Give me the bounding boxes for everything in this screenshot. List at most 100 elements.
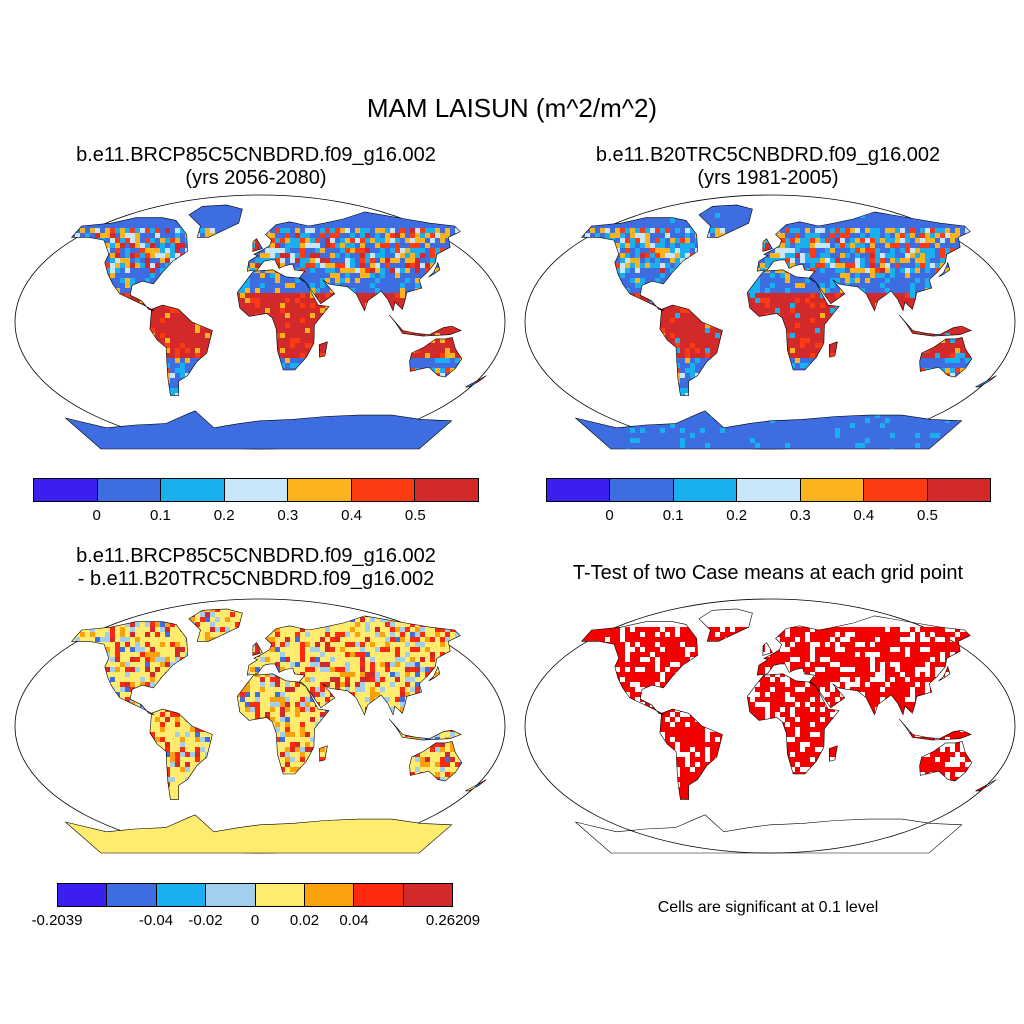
panel-2-title: b.e11.B20TRC5CNBDRD.f09_g16.002 (yrs 198… — [512, 144, 1024, 190]
main-title: MAM LAISUN (m^2/m^2) — [366, 93, 658, 123]
coastline-eurasia — [756, 211, 971, 312]
colorbar-tick-label: 0.4 — [341, 507, 362, 524]
coastline-madagascar — [828, 745, 838, 762]
panel-4-title: T-Test of two Case means at each grid po… — [512, 562, 1024, 585]
coastline-japan — [938, 261, 951, 278]
coastline-japan — [428, 261, 441, 278]
panel-3-title: b.e11.BRCP85C5CNBDRD.f09_g16.002 - b.e11… — [0, 545, 512, 591]
colorbar-tick-label: 0.3 — [789, 507, 811, 524]
coastline-australia — [919, 337, 973, 378]
colorbar-future-labels: 0 0.1 0.2 0.3 0.4 0.5 — [33, 507, 479, 527]
panel-2-title-line1: b.e11.B20TRC5CNBDRD.f09_g16.002 — [595, 144, 941, 166]
colorbar-tick-label: -0.02 — [188, 912, 223, 929]
colorbar-swatch — [58, 884, 108, 906]
coastline-south-america — [149, 304, 213, 396]
coastline-greenland — [698, 204, 753, 238]
coastline-eurasia — [246, 615, 461, 716]
coastline-new-zealand — [975, 779, 997, 792]
coastline-uk — [252, 642, 263, 656]
coastline-indonesia — [898, 314, 972, 337]
coastline-north-america — [580, 621, 698, 715]
coastline-greenland — [698, 608, 753, 642]
colorbar-tick-label: 0.1 — [662, 507, 684, 524]
colorbar-swatch — [224, 479, 289, 501]
colorbar-swatch — [927, 479, 990, 501]
colorbar-swatch — [800, 479, 865, 501]
coastline-antarctica — [575, 814, 963, 854]
colorbar-swatch — [403, 884, 452, 906]
panel-3-title-line1: b.e11.BRCP85C5CNBDRD.f09_g16.002 — [76, 545, 436, 567]
coastline-eurasia — [246, 211, 461, 312]
coastline-greenland — [188, 608, 243, 642]
panel-1-title-line1: b.e11.BRCP85C5CNBDRD.f09_g16.002 — [76, 144, 436, 166]
colorbar-swatch — [255, 884, 305, 906]
colorbar-swatch — [288, 479, 352, 501]
colorbar-tick-label: 0 — [92, 507, 101, 524]
coastline-uk — [762, 642, 773, 656]
coastline-japan — [938, 665, 951, 682]
colorbar-swatch — [673, 479, 738, 501]
colorbar-tick-label: 0.26209 — [425, 912, 481, 929]
coastline-greenland — [188, 204, 243, 238]
panel-3-title-line2: - b.e11.B20TRC5CNBDRD.f09_g16.002 — [77, 568, 435, 590]
coastline-madagascar — [318, 341, 328, 358]
colorbar-swatch — [415, 479, 479, 501]
coastline-australia — [919, 741, 973, 782]
colorbar-swatch — [97, 479, 162, 501]
colorbar-tick-label: 0.1 — [149, 507, 171, 524]
map-ttest — [524, 598, 1016, 854]
coastline-south-america — [659, 708, 723, 800]
coastline-north-america — [580, 217, 698, 311]
coastline-indonesia — [388, 718, 462, 741]
colorbar-swatch — [304, 884, 355, 906]
coastline-indonesia — [898, 718, 972, 741]
colorbar-swatch — [737, 479, 801, 501]
coastline-japan — [428, 665, 441, 682]
colorbar-difference-labels: -0.2039 -0.04 -0.02 0 0.02 0.04 0.26209 — [32, 912, 481, 932]
coastline-madagascar — [828, 341, 838, 358]
colorbar-historical — [546, 478, 991, 502]
coastline-north-america — [70, 621, 188, 715]
coastline-indonesia — [388, 314, 462, 337]
colorbar-swatch — [107, 884, 157, 906]
colorbar-swatch — [161, 479, 225, 501]
colorbar-future — [33, 478, 479, 502]
coastline-africa — [236, 269, 330, 371]
coastline-eurasia — [756, 615, 971, 716]
colorbar-tick-label: -0.04 — [138, 912, 174, 929]
coastline-new-zealand — [465, 375, 487, 388]
map-historical — [524, 194, 1016, 450]
coastline-uk — [252, 238, 263, 252]
colorbar-swatch — [351, 479, 416, 501]
colorbar-tick-label: 0.2 — [213, 507, 235, 524]
colorbar-swatch — [156, 884, 207, 906]
coastline-africa — [746, 673, 840, 775]
colorbar-swatch — [206, 884, 256, 906]
colorbar-swatch — [864, 479, 928, 501]
significance-note: Cells are significant at 0.1 level — [657, 899, 879, 916]
coastline-antarctica — [65, 814, 453, 854]
panel-2-title-line2: (yrs 1981-2005) — [697, 167, 839, 189]
coastline-africa — [236, 673, 330, 775]
colorbar-tick-label: 0.4 — [853, 507, 875, 524]
coastline-antarctica — [65, 410, 453, 450]
panel-1-title-line2: (yrs 2056-2080) — [185, 167, 327, 189]
colorbar-tick-label: -0.2039 — [31, 912, 83, 929]
colorbar-tick-label: 0.2 — [726, 507, 748, 524]
panel-1-title: b.e11.BRCP85C5CNBDRD.f09_g16.002 (yrs 20… — [0, 144, 512, 190]
panel-4-title-line1: T-Test of two Case means at each grid po… — [572, 562, 964, 584]
map-future — [14, 194, 506, 450]
coastline-africa — [746, 269, 840, 371]
coastline-new-zealand — [975, 375, 997, 388]
colorbar-difference — [57, 883, 453, 907]
colorbar-tick-label: 0.02 — [289, 912, 320, 929]
colorbar-swatch — [610, 479, 674, 501]
colorbar-tick-label: 0.3 — [277, 507, 299, 524]
coastline-madagascar — [318, 745, 328, 762]
colorbar-tick-label: 0.5 — [916, 507, 938, 524]
coastline-north-america — [70, 217, 188, 311]
coastline-antarctica — [575, 410, 963, 450]
coastline-australia — [409, 337, 463, 378]
colorbar-tick-label: 0 — [605, 507, 614, 524]
map-difference — [14, 598, 506, 854]
